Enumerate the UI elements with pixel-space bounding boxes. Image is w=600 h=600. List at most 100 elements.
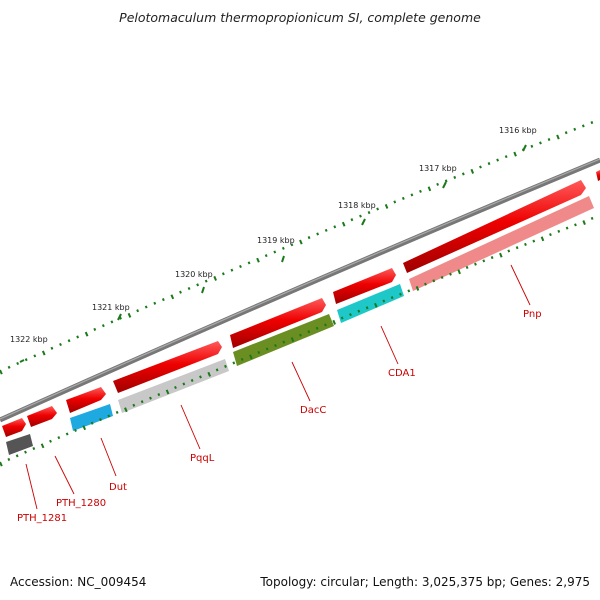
minor-tick [427,186,432,192]
backbone-arc [0,157,600,423]
minor-tick [557,229,561,233]
tick-label: 1317 kbp [419,164,457,173]
minor-tick [367,211,371,215]
minor-tick [257,350,261,354]
minor-tick [179,290,182,294]
minor-tick [15,454,19,458]
scale-ticks-outer: 1322 kbp 1321 kbp 1320 kbp 1319 kbp 1318… [0,121,594,375]
minor-tick [204,279,208,283]
minor-tick [419,189,422,193]
minor-tick [161,298,165,302]
minor-tick [90,421,94,425]
minor-tick [315,326,319,330]
minor-tick [16,361,20,366]
minor-tick [307,236,311,240]
tick-label: 1318 kbp [338,201,376,210]
minor-tick [424,282,427,286]
minor-tick [590,216,594,220]
minor-tick [490,256,494,260]
minor-tick [365,306,369,310]
minor-tick [444,179,448,183]
minor-tick [453,175,457,179]
gene-label-pqql[interactable]: PqqL [190,453,215,464]
minor-tick [140,400,144,404]
minor-tick [93,327,97,331]
minor-tick [0,461,3,467]
minor-tick [32,446,36,451]
minor-tick [196,283,200,287]
category-lane [6,196,594,455]
minor-tick [504,155,508,159]
minor-tick [249,354,253,360]
minor-tick [461,172,465,176]
minor-tick [265,347,269,351]
gene-label-dacc[interactable]: DacC [300,405,326,416]
gene-label-pnp[interactable]: Pnp [523,309,542,320]
gene-label-pth1281[interactable]: PTH_1281 [17,513,67,524]
minor-tick [410,193,414,197]
minor-tick [187,286,191,291]
cds-arrow[interactable] [27,406,57,427]
minor-tick [256,257,260,263]
minor-tick [165,389,170,395]
minor-tick [556,134,560,140]
major-tick [361,218,366,226]
minor-tick [281,246,285,250]
gene-bar-pth1281[interactable] [6,434,33,455]
minor-tick [59,342,62,347]
cds-arrow[interactable] [333,268,396,304]
minor-tick [127,312,132,318]
minor-tick [496,158,500,162]
minor-tick [49,439,52,443]
minor-tick [465,265,469,270]
minor-tick [57,436,61,440]
gene-bar-cda1[interactable] [337,284,404,323]
cds-arrow[interactable] [2,418,26,437]
minor-tick [440,275,444,280]
gene-label-pth1280[interactable]: PTH_1280 [56,498,106,509]
minor-tick [230,268,234,272]
minor-tick [101,324,105,328]
cds-arrow[interactable] [113,341,222,393]
accession-text: Accession: NC_009454 [10,575,147,589]
minor-tick [407,289,411,293]
minor-tick [153,301,157,305]
minor-tick [182,382,186,386]
minor-tick [157,393,161,397]
map-title: Pelotomaculum thermopropionicum SI, comp… [119,10,481,25]
minor-tick [307,330,311,334]
cds-arrow[interactable] [596,170,600,181]
minor-tick [110,320,114,324]
gene-label-dut[interactable]: Dut [109,482,127,493]
minor-tick [299,333,302,337]
minor-tick [449,272,452,276]
gene-bar-pqql[interactable] [118,359,229,413]
major-tick [201,286,205,294]
minor-tick [199,375,202,379]
gene-bar-pnp[interactable] [409,196,594,291]
minor-tick [316,232,320,236]
gene-bar-dut[interactable] [70,404,113,431]
minor-tick [479,165,482,169]
minor-tick [581,124,585,128]
gene-label-cda1[interactable]: CDA1 [388,368,416,379]
minor-tick [174,385,177,390]
cds-arrow[interactable] [66,387,106,413]
minor-tick [547,137,551,142]
minor-tick [474,262,477,266]
minor-tick [136,309,140,313]
major-tick [19,359,25,363]
minor-tick [349,313,352,317]
minor-tick [290,243,294,247]
cds-arrow[interactable] [230,298,326,348]
minor-tick [0,369,3,375]
minor-tick [549,233,552,237]
minor-tick [521,148,525,152]
minor-tick [574,223,577,227]
minor-tick [213,275,217,281]
tick-label: 1316 kbp [499,126,537,135]
minor-tick [532,239,536,243]
minor-tick [40,443,45,449]
cds-arrow[interactable] [403,180,586,273]
